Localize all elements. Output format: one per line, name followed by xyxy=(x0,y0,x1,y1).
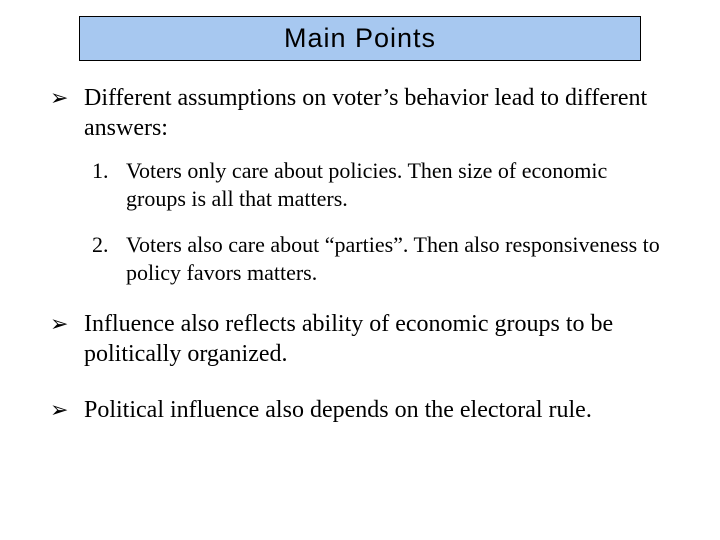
bullet-item: ➢ Political influence also depends on th… xyxy=(50,395,670,425)
slide-title: Main Points xyxy=(284,23,436,53)
arrow-icon: ➢ xyxy=(50,83,84,113)
numbered-text: Voters also care about “parties”. Then a… xyxy=(126,231,670,287)
arrow-icon: ➢ xyxy=(50,395,84,425)
bullet-text: Influence also reflects ability of econo… xyxy=(84,309,670,369)
numbered-text: Voters only care about policies. Then si… xyxy=(126,157,670,213)
bullet-list: ➢ Different assumptions on voter’s behav… xyxy=(50,83,670,425)
number-marker: 1. xyxy=(92,157,126,185)
slide: Main Points ➢ Different assumptions on v… xyxy=(0,0,720,540)
numbered-list: 1. Voters only care about policies. Then… xyxy=(92,157,670,287)
bullet-item: ➢ Different assumptions on voter’s behav… xyxy=(50,83,670,143)
bullet-text: Different assumptions on voter’s behavio… xyxy=(84,83,670,143)
arrow-icon: ➢ xyxy=(50,309,84,339)
number-marker: 2. xyxy=(92,231,126,259)
numbered-item: 1. Voters only care about policies. Then… xyxy=(92,157,670,213)
numbered-item: 2. Voters also care about “parties”. The… xyxy=(92,231,670,287)
bullet-text: Political influence also depends on the … xyxy=(84,395,592,425)
bullet-item: ➢ Influence also reflects ability of eco… xyxy=(50,309,670,369)
title-box: Main Points xyxy=(79,16,641,61)
